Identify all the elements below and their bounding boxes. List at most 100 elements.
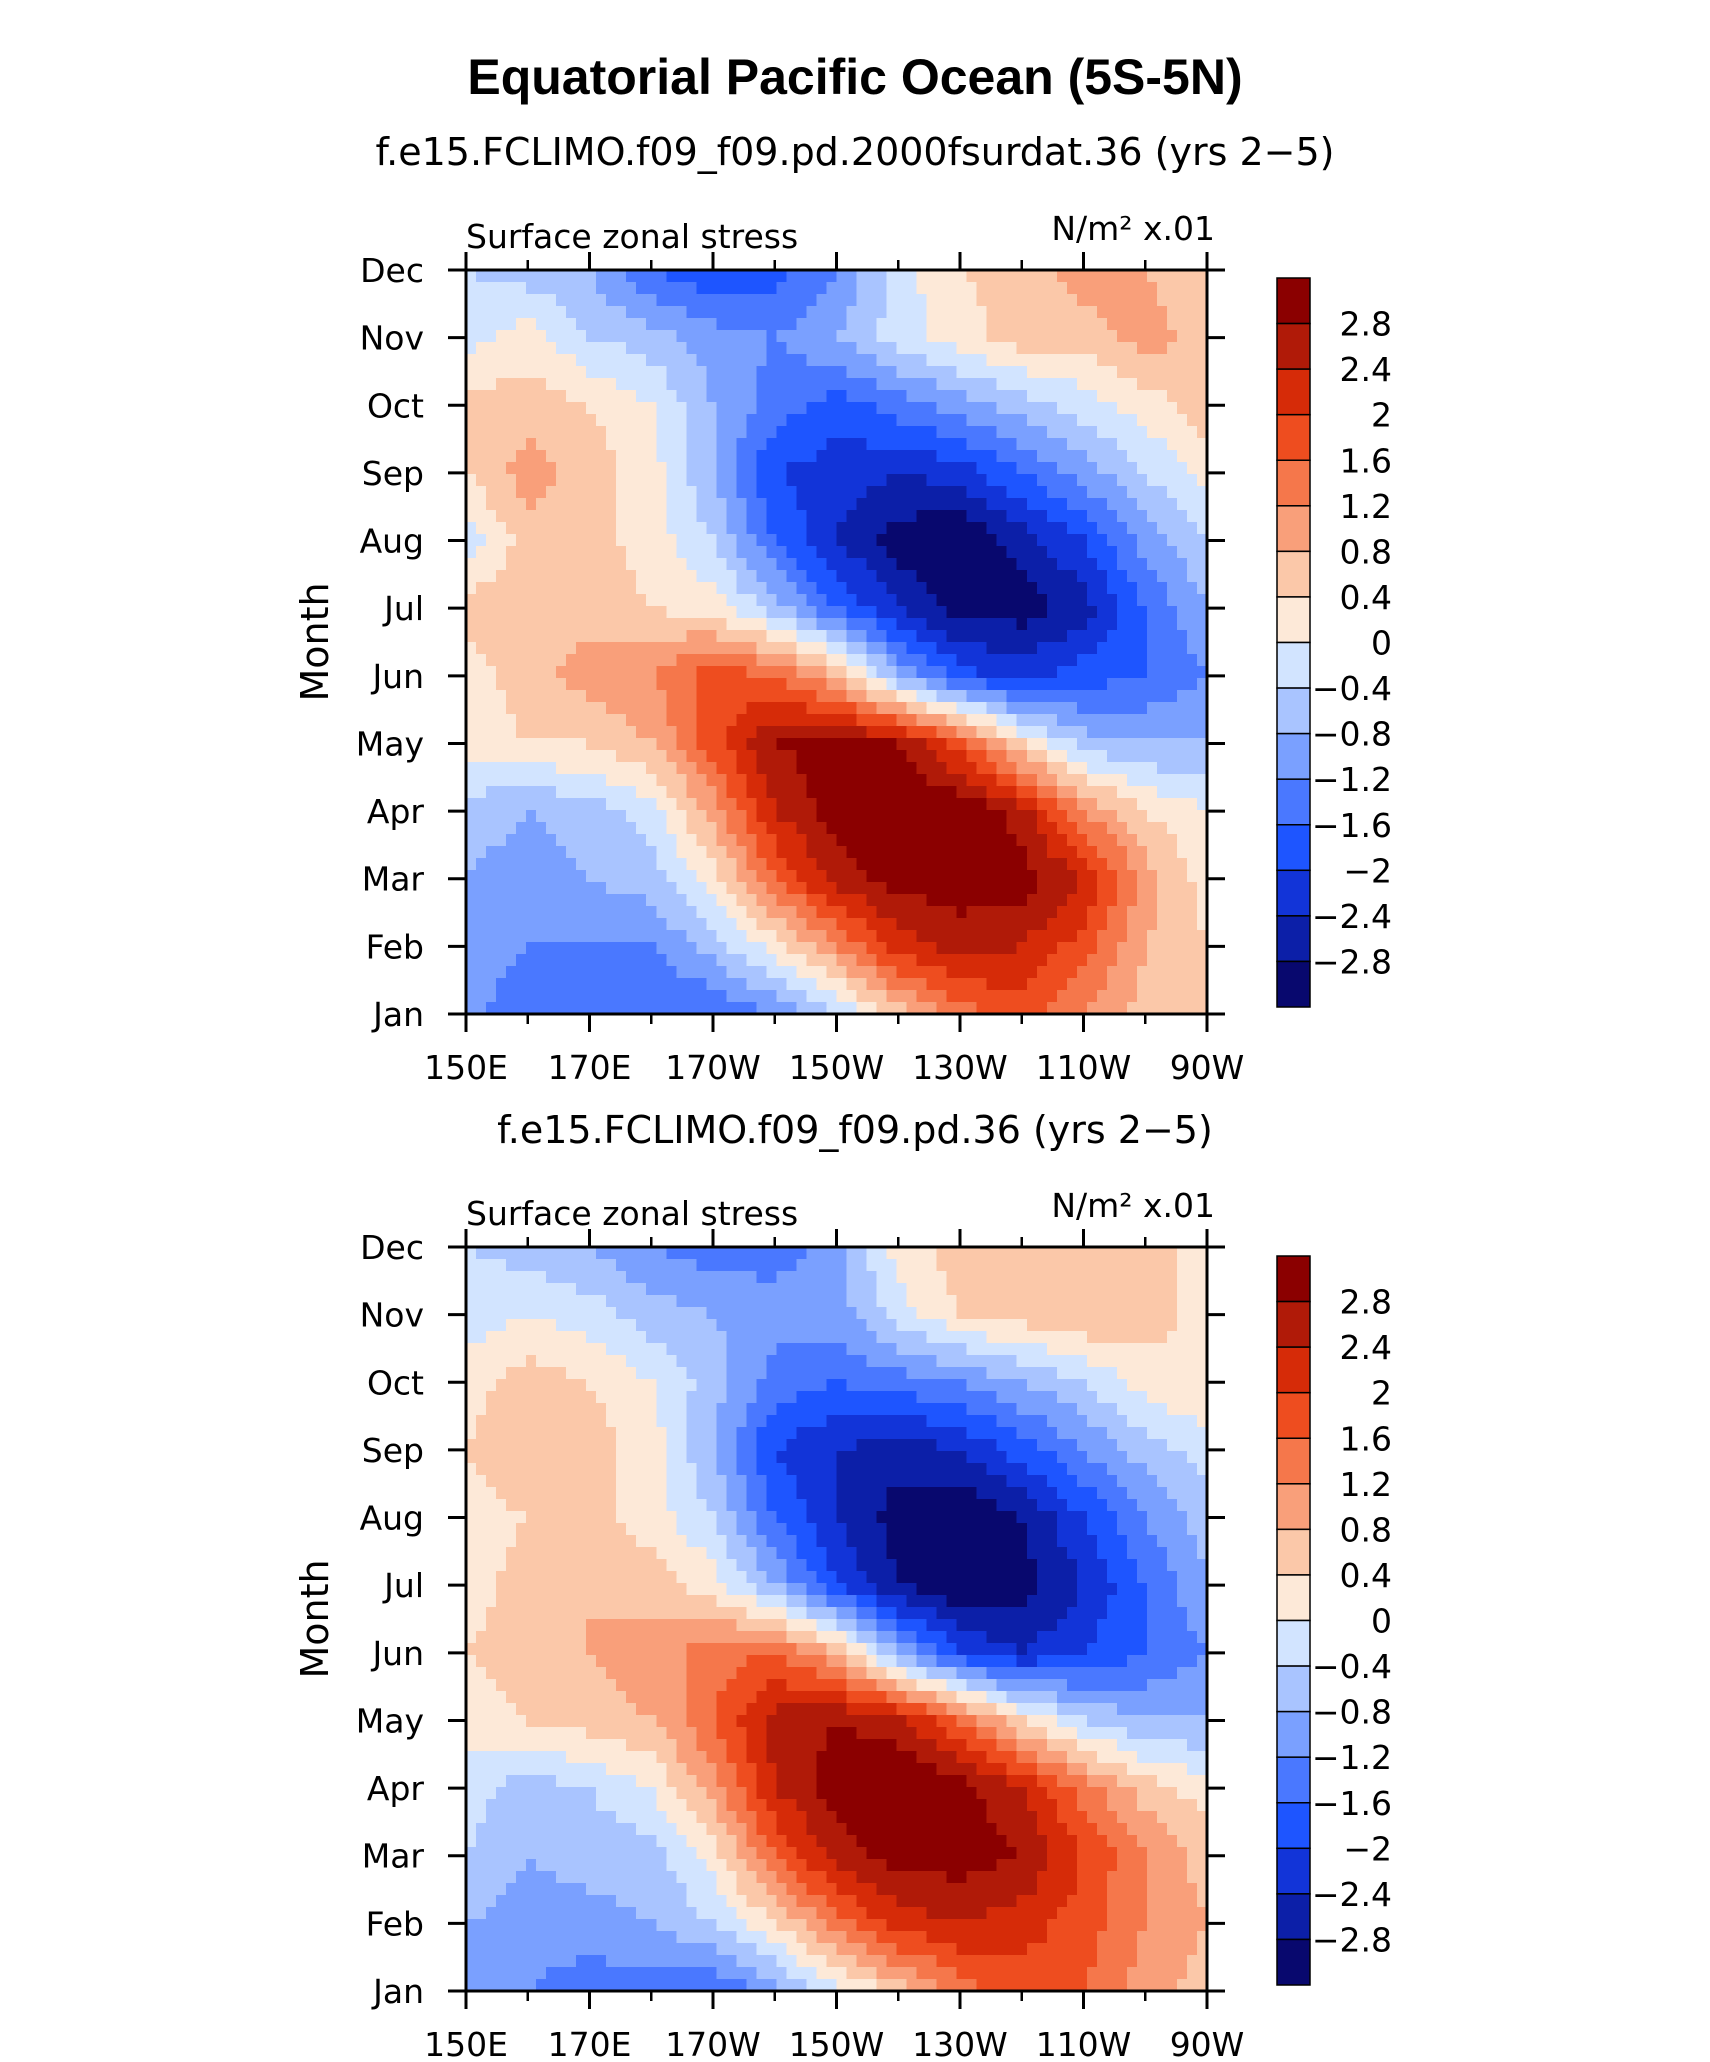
contour-cell: [996, 750, 1008, 763]
contour-cell: [1056, 762, 1068, 775]
contour-cell: [536, 906, 547, 919]
contour-cell: [696, 486, 707, 499]
contour-cell: [1186, 1002, 1198, 1015]
contour-cell: [716, 498, 727, 511]
contour-cell: [716, 774, 727, 787]
contour-cell: [646, 690, 657, 703]
contour-cell: [796, 702, 808, 715]
contour-cell: [936, 534, 948, 547]
contour-cell: [496, 702, 507, 715]
contour-cell: [666, 966, 677, 979]
contour-cell: [836, 702, 848, 715]
contour-cell: [936, 474, 948, 487]
contour-cell: [926, 906, 938, 919]
contour-cell: [1106, 378, 1118, 391]
contour-cell: [466, 942, 477, 955]
contour-cell: [746, 330, 757, 343]
contour-cell: [1136, 414, 1148, 427]
contour-cell: [1146, 546, 1158, 559]
contour-cell: [776, 486, 788, 499]
contour-cell: [1186, 894, 1198, 907]
contour-cell: [646, 786, 657, 799]
contour-cell: [1056, 366, 1068, 379]
contour-cell: [726, 498, 737, 511]
contour-cell: [836, 858, 848, 871]
contour-cell: [1086, 570, 1098, 583]
contour-cell: [466, 330, 477, 343]
contour-cell: [986, 594, 998, 607]
contour-cell: [626, 1271, 637, 1284]
contour-cell: [766, 954, 778, 967]
contour-cell: [526, 846, 537, 859]
contour-cell: [616, 894, 627, 907]
contour-cell: [906, 894, 918, 907]
contour-cell: [476, 906, 487, 919]
contour-cell: [566, 750, 577, 763]
contour-cell: [866, 558, 878, 571]
contour-cell: [1086, 822, 1098, 835]
contour-cell: [946, 342, 958, 355]
contour-cell: [596, 642, 607, 655]
contour-cell: [706, 894, 717, 907]
contour-cell: [626, 966, 637, 979]
contour-cell: [926, 1259, 938, 1272]
contour-cell: [876, 966, 888, 979]
contour-cell: [686, 642, 697, 655]
contour-cell: [1046, 438, 1058, 451]
contour-cell: [506, 498, 517, 511]
contour-cell: [736, 486, 747, 499]
contour-cell: [1166, 282, 1178, 295]
contour-cell: [1016, 822, 1028, 835]
contour-cell: [826, 1283, 838, 1296]
contour-cell: [646, 882, 657, 895]
contour-cell: [546, 846, 557, 859]
contour-cell: [896, 522, 908, 535]
contour-cell: [906, 546, 918, 559]
contour-cell: [916, 558, 928, 571]
contour-cell: [926, 510, 938, 523]
contour-cell: [876, 606, 888, 619]
contour-cell: [786, 810, 798, 823]
contour-cell: [1066, 606, 1078, 619]
contour-cell: [576, 378, 587, 391]
contour-cell: [726, 642, 737, 655]
contour-cell: [1096, 1002, 1108, 1015]
contour-cell: [1096, 834, 1108, 847]
contour-cell: [1056, 702, 1068, 715]
contour-cell: [806, 702, 818, 715]
contour-cell: [536, 714, 547, 727]
contour-cell: [506, 906, 517, 919]
contour-cell: [736, 426, 747, 439]
contour-cell: [1106, 390, 1118, 403]
contour-cell: [556, 798, 567, 811]
contour-cell: [816, 282, 828, 295]
contour-cell: [896, 666, 908, 679]
contour-cell: [916, 270, 928, 283]
contour-cell: [936, 930, 948, 943]
contour-cell: [1096, 546, 1108, 559]
contour-cell: [966, 750, 978, 763]
contour-cell: [856, 714, 868, 727]
contour-cell: [936, 558, 948, 571]
contour-cell: [1146, 390, 1158, 403]
contour-cell: [1026, 570, 1038, 583]
contour-cell: [976, 762, 988, 775]
contour-cell: [1006, 630, 1018, 643]
contour-cell: [906, 798, 918, 811]
contour-cell: [506, 582, 517, 595]
contour-cell: [916, 966, 928, 979]
contour-cell: [916, 510, 928, 523]
contour-cell: [486, 306, 497, 319]
contour-cell: [546, 270, 557, 283]
contour-cell: [496, 810, 507, 823]
contour-cell: [856, 1283, 868, 1296]
contour-cell: [1046, 306, 1058, 319]
contour-cell: [806, 954, 818, 967]
contour-cell: [666, 666, 677, 679]
contour-cell: [726, 438, 737, 451]
contour-cell: [516, 786, 527, 799]
y-tick-label: Jun: [370, 657, 424, 696]
contour-cell: [486, 738, 497, 751]
contour-cell: [856, 618, 868, 631]
contour-cell: [676, 486, 687, 499]
